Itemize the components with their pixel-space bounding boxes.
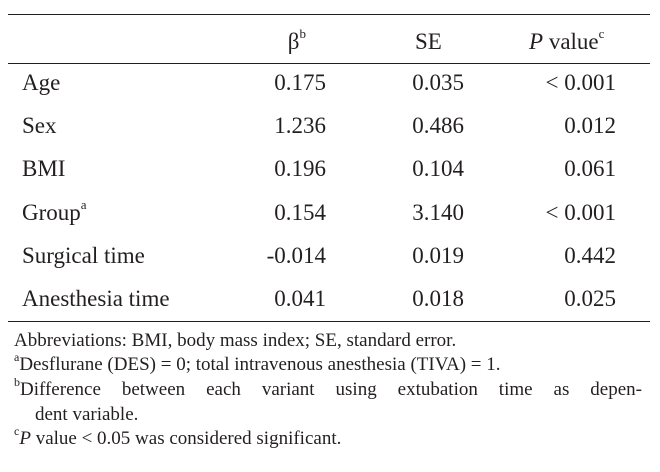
row-age-beta: 0.175 (274, 70, 326, 95)
header-p-value: P valuec (529, 26, 605, 59)
row-anesthesia-time-p: 0.025 (564, 286, 616, 311)
footnotes: Abbreviations: BMI, body mass index; SE,… (14, 329, 642, 452)
row-group-se: 3.140 (412, 200, 464, 225)
row-age-se: 0.035 (412, 70, 464, 95)
header-p-rest: value (543, 29, 599, 54)
top-rule (8, 14, 650, 15)
row-surgical-time-se: 0.019 (412, 243, 464, 268)
row-group-p: < 0.001 (545, 200, 616, 225)
row-bmi-se: 0.104 (412, 156, 464, 181)
footnote-c-mark: c (14, 424, 20, 438)
header-beta-symbol: β (287, 29, 300, 54)
header-se: SE (415, 29, 442, 54)
header-beta-footnote-mark: b (299, 26, 307, 41)
footnote-c: cP value < 0.05 was considered significa… (14, 424, 642, 452)
row-anesthesia-time-beta: 0.041 (274, 286, 326, 311)
row-sex-p: 0.012 (564, 113, 616, 138)
header-beta: βb (287, 26, 307, 59)
row-sex-se: 0.486 (412, 113, 464, 138)
row-surgical-time-p: 0.442 (564, 243, 616, 268)
header-p-italic: P (529, 29, 544, 54)
row-group-footnote-mark: a (80, 197, 87, 212)
footnote-a: aDesflurane (DES) = 0; total intravenous… (14, 350, 642, 378)
footnote-b-text-line1: Difference between each variant using ex… (20, 379, 642, 400)
row-group-label-text: Group (22, 200, 81, 225)
row-label-anesthesia-time: Anesthesia time (22, 286, 170, 311)
row-label-surgical-time: Surgical time (22, 243, 145, 268)
bottom-rule (8, 321, 650, 322)
footnote-b: bDifference between each variant using e… (14, 375, 642, 403)
row-label-group: Groupa (22, 197, 87, 230)
row-sex-beta: 1.236 (274, 113, 326, 138)
header-p-footnote-mark: c (598, 26, 605, 41)
row-surgical-time-beta: -0.014 (266, 243, 326, 268)
row-bmi-p: 0.061 (564, 156, 616, 181)
footnote-a-text: Desflurane (DES) = 0; total intravenous … (19, 354, 501, 375)
row-label-age: Age (22, 70, 61, 95)
footnote-abbreviations: Abbreviations: BMI, body mass index; SE,… (14, 330, 457, 351)
footnote-c-text: value < 0.05 was considered significant. (30, 428, 342, 449)
row-label-bmi: BMI (22, 156, 66, 181)
footnote-b-mark: b (14, 375, 20, 389)
row-bmi-beta: 0.196 (274, 156, 326, 181)
row-age-p: < 0.001 (545, 70, 616, 95)
header-rule (8, 63, 650, 64)
row-group-beta: 0.154 (274, 200, 326, 225)
row-label-sex: Sex (22, 113, 57, 138)
footnote-a-mark: a (14, 350, 20, 364)
row-anesthesia-time-se: 0.018 (412, 286, 464, 311)
footnote-b-continuation: dent variable. (35, 404, 139, 425)
footnote-c-p-italic: P (19, 428, 31, 449)
